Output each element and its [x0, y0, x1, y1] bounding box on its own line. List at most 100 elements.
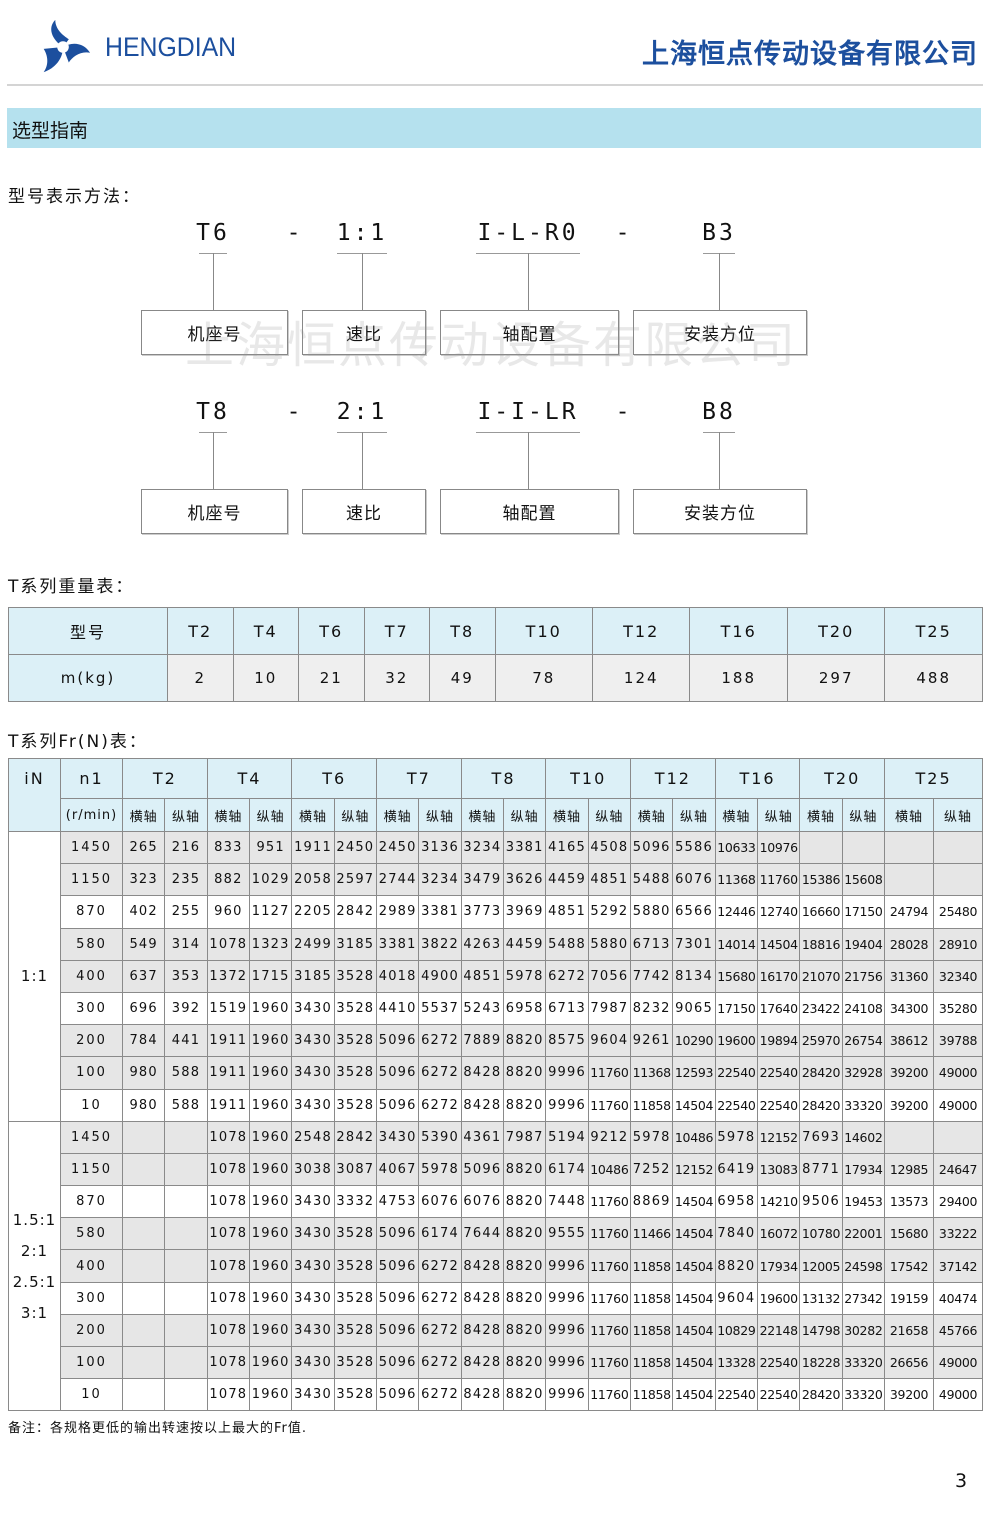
weight-cell: 297 [786, 654, 886, 702]
fr-value-cell: 8820 [503, 1024, 547, 1058]
notation-code: 1:1 [336, 220, 388, 246]
fr-value-cell: 16660 [799, 895, 843, 929]
fr-value-cell: 5978 [418, 1152, 462, 1187]
fr-value-cell: 9604 [587, 1024, 632, 1058]
vertical-shaft-header: 纵轴 [248, 798, 293, 832]
n1-cell: 870 [60, 895, 123, 929]
fr-value-cell: 4165 [545, 830, 589, 865]
fr-value-cell: 3528 [333, 1345, 378, 1380]
fr-value-cell: 17150 [714, 991, 759, 1026]
fr-value-cell: 28420 [799, 1088, 843, 1122]
fr-value-cell: 17640 [757, 991, 801, 1026]
fr-value-cell: 12446 [714, 895, 759, 929]
page-number: 3 [955, 1470, 968, 1492]
fr-value-cell: 13132 [799, 1281, 843, 1315]
fr-value-cell: 14504 [672, 1378, 716, 1412]
table-row: 400 637 353 1372 1715 3185 3528 4018 4900 4851 597… [9, 959, 984, 993]
fr-value-cell: 2744 [376, 863, 420, 897]
weight-table-title: T系列重量表： [8, 577, 135, 597]
table-row: 870 1078 1960 3430 3332 4753 6076 6076 8820 7448 1… [9, 1185, 984, 1219]
fr-value-cell: 6272 [545, 959, 589, 993]
fr-value-cell: 4851 [545, 895, 589, 929]
header-divider [7, 84, 983, 86]
fr-value-cell: 18228 [799, 1345, 843, 1380]
horizontal-shaft-header: 横轴 [121, 798, 166, 832]
fr-value-cell: 1911 [206, 1088, 251, 1122]
fr-value-cell: 4018 [376, 959, 420, 993]
fr-value-cell: 4753 [376, 1185, 420, 1219]
model-notation-title: 型号表示方法： [8, 187, 141, 207]
fr-value-cell: 14504 [672, 1281, 716, 1315]
fr-value-cell: 19404 [841, 927, 886, 961]
fr-value-cell: 8428 [460, 1345, 505, 1380]
fr-value-cell: 6076 [418, 1185, 462, 1219]
fr-value-cell: 980 [121, 1088, 166, 1122]
fr-value-cell: 15608 [841, 863, 886, 897]
fr-value-cell: 19159 [884, 1281, 935, 1315]
fr-value-cell: 8820 [503, 1056, 547, 1090]
section-title: 选型指南 [12, 120, 89, 142]
fr-value-cell: 8820 [503, 1249, 547, 1283]
fr-value-cell: 37142 [933, 1249, 984, 1283]
vertical-shaft-header: 纵轴 [503, 798, 547, 832]
fr-value-cell: 4067 [376, 1152, 420, 1187]
model-header: T8 [460, 758, 547, 799]
vertical-shaft-header: 纵轴 [933, 798, 984, 832]
fr-value-cell: 14504 [672, 1345, 716, 1380]
fr-value-cell: 4508 [587, 830, 632, 865]
fr-value-cell: 2842 [333, 1120, 378, 1154]
mass-header: m(kg) [8, 654, 168, 702]
fr-value-cell: 3528 [333, 1217, 378, 1251]
fr-value-cell: 3528 [333, 1281, 378, 1315]
fr-value-cell: 5292 [587, 895, 632, 929]
fr-value-cell: 1960 [248, 1024, 293, 1058]
fr-value-cell: 1960 [248, 1056, 293, 1090]
fr-value-cell: 14014 [714, 927, 759, 961]
table-row: 200 1078 1960 3430 3528 5096 6272 8428 8820 9996 1… [9, 1313, 984, 1348]
fr-value-cell: 9996 [545, 1249, 589, 1283]
fr-value-cell: 33320 [841, 1088, 886, 1122]
fr-value-cell: 8820 [503, 1185, 547, 1219]
fr-value-cell: 8428 [460, 1313, 505, 1348]
fr-value-cell: 23422 [799, 991, 843, 1026]
fr-value-cell: 951 [248, 830, 293, 865]
model-header: 型号 [8, 607, 168, 655]
fr-value-cell [121, 1217, 166, 1251]
fr-value-cell: 12740 [757, 895, 801, 929]
table-row: 400 1078 1960 3430 3528 5096 6272 8428 8820 9996 1… [9, 1249, 984, 1283]
fr-value-cell: 8820 [503, 1152, 547, 1187]
model-header: T12 [630, 758, 716, 799]
notation-label-box: 机座号 [141, 489, 288, 534]
model-cell: T8 [429, 607, 496, 655]
fr-value-cell: 1078 [206, 1378, 251, 1412]
fr-value-cell: 28028 [884, 927, 935, 961]
weight-cell: 32 [363, 654, 430, 702]
notation-label-box: 速比 [302, 310, 426, 355]
fr-value-cell: 1078 [206, 1345, 251, 1380]
notation-code: 2:1 [336, 399, 388, 425]
fr-value-cell: 28420 [799, 1056, 843, 1090]
fr-value-cell: 588 [164, 1056, 208, 1090]
fr-value-cell: 6076 [460, 1185, 505, 1219]
fr-value-cell: 17934 [757, 1249, 801, 1283]
n1-cell: 100 [60, 1345, 123, 1380]
fr-value-cell: 5880 [630, 895, 674, 929]
fr-value-cell: 5243 [460, 991, 505, 1026]
weight-cell: 188 [689, 654, 788, 702]
connector-line [362, 432, 363, 489]
fr-value-cell [164, 1281, 208, 1315]
fr-value-cell: 9604 [714, 1281, 759, 1315]
fr-value-cell: 3381 [376, 927, 420, 961]
fr-value-cell: 1078 [206, 1217, 251, 1251]
fr-value-cell: 588 [164, 1088, 208, 1122]
fr-value-cell: 3381 [418, 895, 462, 929]
fr-value-cell: 5096 [376, 1281, 420, 1315]
connector-line [719, 432, 720, 489]
fr-value-cell: 14798 [799, 1313, 843, 1348]
fr-value-cell [121, 1313, 166, 1348]
fr-value-cell: 696 [121, 991, 166, 1026]
ratio-label: 2.5:1 [12, 1272, 57, 1291]
fr-value-cell: 11858 [630, 1378, 674, 1412]
fr-value-cell: 1960 [248, 1378, 293, 1412]
fr-value-cell: 4459 [503, 927, 547, 961]
